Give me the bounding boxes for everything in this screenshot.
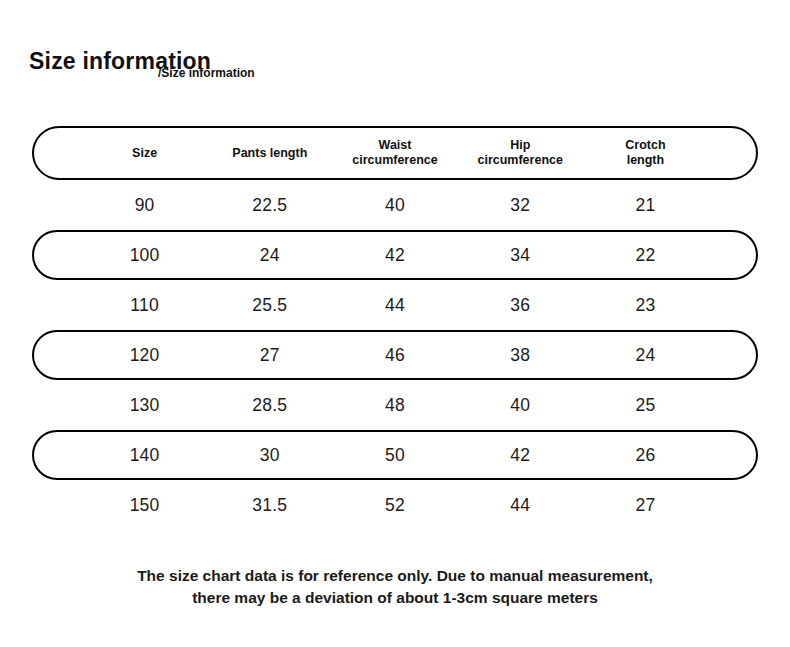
header-cell-crotch-length: Crotch length <box>583 138 708 168</box>
table-cell: 140 <box>82 445 207 466</box>
table-cell: 44 <box>458 495 583 516</box>
table-cell: 22 <box>583 245 708 266</box>
table-cell: 27 <box>583 495 708 516</box>
header-cell-pants-length: Pants length <box>207 146 332 161</box>
table-cell: 50 <box>332 445 457 466</box>
table-cell: 130 <box>82 395 207 416</box>
table-cell: 48 <box>332 395 457 416</box>
table-cell: 40 <box>458 395 583 416</box>
table-row-size-110: 110 25.5 44 36 23 <box>32 280 758 330</box>
table-cell: 32 <box>458 195 583 216</box>
table-cell: 31.5 <box>207 495 332 516</box>
table-cell: 34 <box>458 245 583 266</box>
table-cell: 100 <box>82 245 207 266</box>
table-row-size-150: 150 31.5 52 44 27 <box>32 480 758 530</box>
table-cell: 46 <box>332 345 457 366</box>
header-cell-hip-circumference: Hip circumference <box>458 138 583 168</box>
table-cell: 90 <box>82 195 207 216</box>
size-information-section: Size information /Size information Size … <box>0 0 790 647</box>
table-cell: 36 <box>458 295 583 316</box>
footer-note-line2: there may be a deviation of about 1-3cm … <box>0 587 790 609</box>
table-cell: 40 <box>332 195 457 216</box>
table-header-row: Size Pants length Waist circumference Hi… <box>32 126 758 180</box>
table-row-size-90: 90 22.5 40 32 21 <box>32 180 758 230</box>
table-cell: 25.5 <box>207 295 332 316</box>
table-row-size-140: 140 30 50 42 26 <box>32 430 758 480</box>
footer-note: The size chart data is for reference onl… <box>0 565 790 608</box>
footer-note-line1: The size chart data is for reference onl… <box>0 565 790 587</box>
table-cell: 21 <box>583 195 708 216</box>
table-cell: 120 <box>82 345 207 366</box>
table-row-size-120: 120 27 46 38 24 <box>32 330 758 380</box>
table-cell: 150 <box>82 495 207 516</box>
table-cell: 23 <box>583 295 708 316</box>
table-cell: 26 <box>583 445 708 466</box>
table-cell: 52 <box>332 495 457 516</box>
table-cell: 38 <box>458 345 583 366</box>
table-cell: 42 <box>458 445 583 466</box>
table-cell: 28.5 <box>207 395 332 416</box>
table-cell: 24 <box>583 345 708 366</box>
table-cell: 110 <box>82 295 207 316</box>
table-cell: 25 <box>583 395 708 416</box>
table-row-size-100: 100 24 42 34 22 <box>32 230 758 280</box>
header-cell-size: Size <box>82 146 207 161</box>
table-cell: 24 <box>207 245 332 266</box>
header-cell-waist-circumference: Waist circumference <box>332 138 457 168</box>
table-row-size-130: 130 28.5 48 40 25 <box>32 380 758 430</box>
table-cell: 44 <box>332 295 457 316</box>
size-table: Size Pants length Waist circumference Hi… <box>32 126 758 530</box>
table-cell: 30 <box>207 445 332 466</box>
table-cell: 27 <box>207 345 332 366</box>
table-cell: 22.5 <box>207 195 332 216</box>
table-cell: 42 <box>332 245 457 266</box>
page-subtitle-overlay: /Size information <box>158 66 255 80</box>
